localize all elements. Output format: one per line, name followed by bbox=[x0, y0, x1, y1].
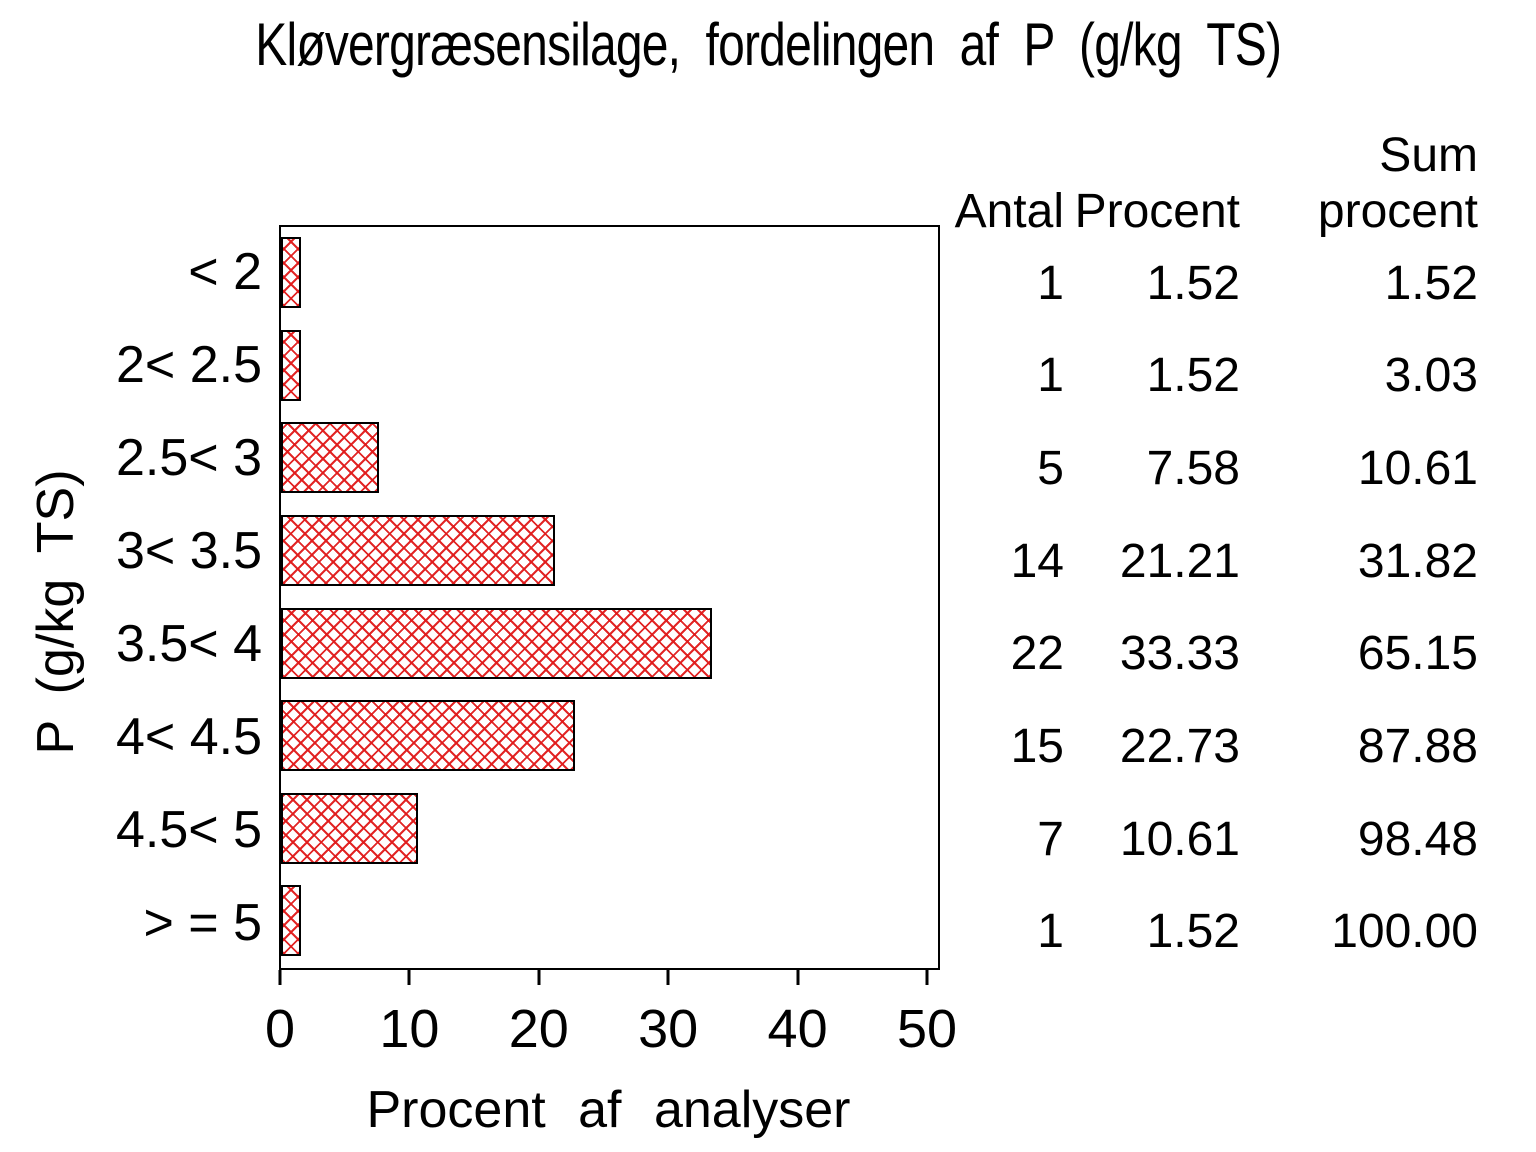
x-tick-label: 0 bbox=[264, 999, 296, 1059]
procent-value: 21.21 bbox=[1119, 534, 1240, 588]
antal-value: 1 bbox=[1037, 349, 1064, 403]
x-tick-label: 40 bbox=[767, 999, 828, 1059]
antal-value: 15 bbox=[1010, 719, 1064, 773]
x-tick-mark bbox=[925, 970, 929, 985]
antal-value: 1 bbox=[1037, 256, 1064, 310]
procent-value: 10.61 bbox=[1119, 812, 1240, 866]
procent-value: 33.33 bbox=[1119, 627, 1240, 681]
table-row: 22 33.33 65.15 bbox=[950, 608, 1478, 701]
table-header-sum-procent: Sum procent bbox=[1240, 128, 1478, 240]
table-row: 7 10.61 98.48 bbox=[950, 793, 1478, 886]
antal-value: 22 bbox=[1010, 627, 1064, 681]
procent-value: 1.52 bbox=[1146, 905, 1240, 959]
x-tick-label: 50 bbox=[896, 999, 958, 1059]
y-tick-label: 3< 3.5 bbox=[115, 521, 262, 580]
procent-value: 1.52 bbox=[1146, 349, 1240, 403]
y-tick-label: 2.5< 3 bbox=[115, 428, 262, 487]
table-header: Antal Procent Sum procent bbox=[950, 128, 1478, 240]
x-tick-label: 20 bbox=[508, 999, 569, 1059]
bar-4-5-5 bbox=[281, 792, 419, 864]
table-header-antal: Antal bbox=[954, 185, 1064, 238]
antal-value: 7 bbox=[1037, 812, 1064, 866]
x-axis-ticks bbox=[278, 970, 929, 985]
table-header-procent: Procent bbox=[1074, 185, 1240, 238]
y-tick-label: < 2 bbox=[188, 242, 262, 301]
y-tick-label: 2< 2.5 bbox=[115, 335, 262, 394]
x-tick-mark bbox=[537, 970, 541, 985]
bar-4-4-5 bbox=[281, 700, 576, 772]
table-row: 15 22.73 87.88 bbox=[950, 700, 1478, 793]
bar-lt-2 bbox=[281, 237, 301, 308]
bar-series bbox=[281, 227, 928, 968]
y-tick-label: 4< 4.5 bbox=[115, 708, 262, 767]
sum-procent-value: 65.15 bbox=[1357, 627, 1478, 681]
x-tick-mark bbox=[796, 970, 800, 985]
bar-2-5-3 bbox=[281, 422, 380, 494]
sum-procent-value: 1.52 bbox=[1384, 256, 1478, 310]
procent-value: 7.58 bbox=[1146, 442, 1240, 496]
x-tick-mark bbox=[666, 970, 670, 985]
antal-value: 5 bbox=[1037, 442, 1064, 496]
sum-procent-value: 10.61 bbox=[1357, 442, 1478, 496]
bar-3-3-5 bbox=[281, 514, 556, 586]
bar-ge-5 bbox=[281, 885, 301, 957]
table-header-sum-line2: procent bbox=[1317, 185, 1478, 238]
sum-procent-value: 3.03 bbox=[1384, 349, 1478, 403]
table-row: 1 1.52 1.52 bbox=[950, 237, 1478, 330]
antal-value: 1 bbox=[1037, 905, 1064, 959]
y-tick-label: 4.5< 5 bbox=[115, 801, 262, 860]
table-row: 1 1.52 3.03 bbox=[950, 330, 1478, 423]
table-row: 1 1.52 100.00 bbox=[950, 885, 1478, 978]
procent-value: 22.73 bbox=[1119, 719, 1240, 773]
table-header-sum-line1: Sum bbox=[1379, 129, 1478, 182]
x-tick-mark bbox=[278, 970, 282, 985]
x-axis-title: Procent af analyser bbox=[366, 1081, 851, 1139]
y-tick-label: > = 5 bbox=[143, 894, 262, 953]
procent-value: 1.52 bbox=[1146, 256, 1240, 310]
sum-procent-value: 98.48 bbox=[1357, 812, 1478, 866]
antal-value: 14 bbox=[1010, 534, 1064, 588]
x-tick-mark bbox=[407, 970, 411, 985]
chart-title-text: Kløvergræsensilage, fordelingen af P (g/… bbox=[255, 11, 1282, 78]
table-row: 14 21.21 31.82 bbox=[950, 515, 1478, 608]
table-rows: 1 1.52 1.52 1 1.52 3.03 5 7.58 10.61 14 … bbox=[950, 237, 1478, 978]
sum-procent-value: 87.88 bbox=[1357, 719, 1478, 773]
x-tick-label: 10 bbox=[379, 999, 440, 1059]
sum-procent-value: 100.00 bbox=[1331, 905, 1478, 959]
y-tick-label: 3.5< 4 bbox=[115, 615, 262, 674]
table-row: 5 7.58 10.61 bbox=[950, 422, 1478, 515]
x-tick-label: 30 bbox=[638, 999, 699, 1059]
bar-3-5-4 bbox=[281, 607, 713, 679]
x-axis-tick-labels: 0 10 20 30 40 50 bbox=[265, 998, 957, 1059]
y-axis-category-labels: < 2 2< 2.5 2.5< 3 3< 3.5 3.5< 4 4< 4.5 4… bbox=[30, 225, 262, 970]
chart-title: Kløvergræsensilage, fordelingen af P (g/… bbox=[0, 10, 1536, 79]
bar-2-2-5 bbox=[281, 329, 301, 401]
sum-procent-value: 31.82 bbox=[1357, 534, 1478, 588]
